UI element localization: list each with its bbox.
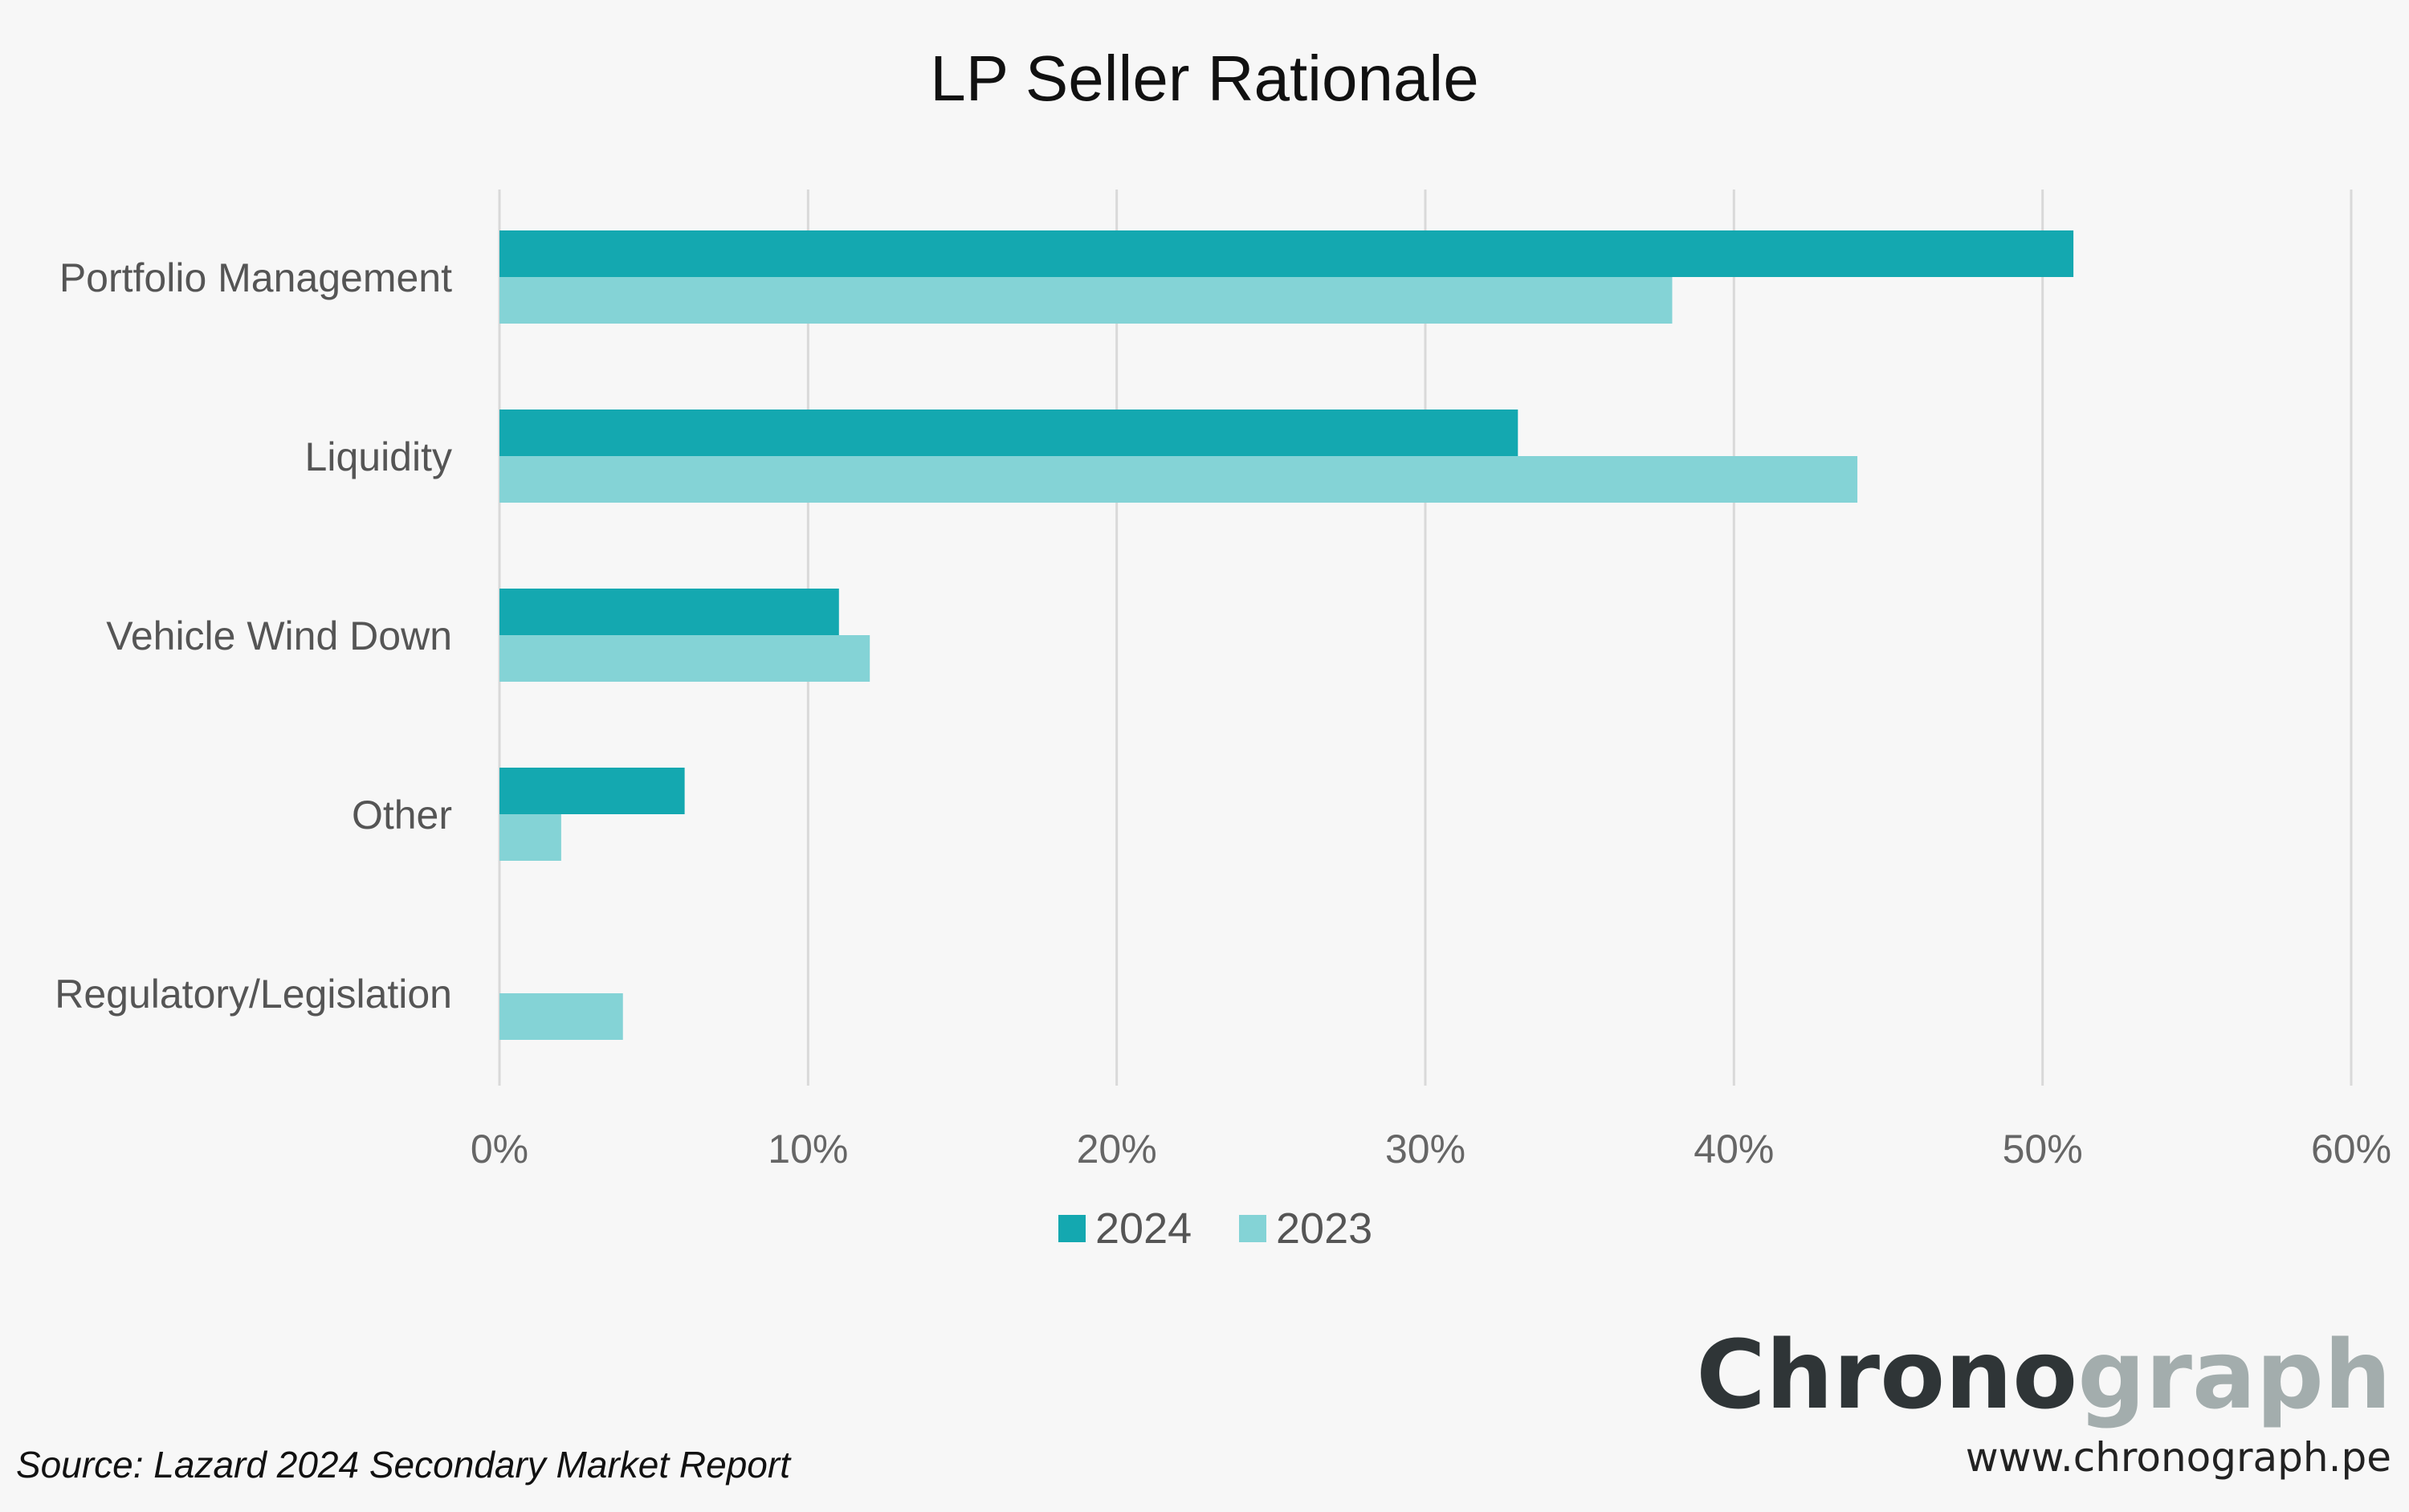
bar-2024 bbox=[499, 230, 2074, 277]
category-label: Regulatory/Legislation bbox=[55, 972, 452, 1017]
legend-label: 2023 bbox=[1276, 1204, 1372, 1253]
legend-label: 2024 bbox=[1095, 1204, 1192, 1253]
bar-2023 bbox=[499, 993, 623, 1040]
category-label: Vehicle Wind Down bbox=[106, 613, 452, 658]
chart-title: LP Seller Rationale bbox=[930, 43, 1478, 114]
legend: 2024 2023 bbox=[1058, 1204, 1372, 1253]
bar-2023 bbox=[499, 456, 1858, 503]
category-label: Portfolio Management bbox=[59, 255, 452, 300]
bar-2023 bbox=[499, 635, 870, 682]
brand-logo: Chronograph bbox=[1696, 1319, 2391, 1430]
category-label: Liquidity bbox=[305, 434, 452, 479]
bar-2024 bbox=[499, 768, 685, 814]
x-axis-ticks: 0% 10% 20% 30% 40% 50% 60% bbox=[471, 1127, 2391, 1172]
legend-swatch-2024 bbox=[1058, 1215, 1086, 1242]
category-label: Other bbox=[352, 793, 452, 838]
bar-2023 bbox=[499, 277, 1673, 324]
legend-swatch-2023 bbox=[1239, 1215, 1266, 1242]
x-tick-label: 40% bbox=[1694, 1127, 1774, 1172]
bar-2024 bbox=[499, 589, 839, 635]
brand-logo-part1: Chrono bbox=[1696, 1319, 2077, 1430]
x-tick-label: 20% bbox=[1077, 1127, 1157, 1172]
bar-2023 bbox=[499, 814, 561, 861]
x-tick-label: 30% bbox=[1385, 1127, 1465, 1172]
bar-2024 bbox=[499, 410, 1518, 456]
bars bbox=[499, 230, 2074, 1040]
x-tick-label: 50% bbox=[2003, 1127, 2083, 1172]
gridlines bbox=[498, 190, 2353, 1086]
category-labels: Portfolio Management Liquidity Vehicle Win… bbox=[55, 255, 452, 1017]
x-tick-label: 10% bbox=[768, 1127, 848, 1172]
source-note: Source: Lazard 2024 Secondary Market Rep… bbox=[16, 1444, 792, 1486]
x-tick-label: 60% bbox=[2311, 1127, 2391, 1172]
x-tick-label: 0% bbox=[471, 1127, 528, 1172]
brand-logo-part2: graph bbox=[2077, 1319, 2391, 1430]
brand-url: www.chronograph.pe bbox=[1966, 1434, 2391, 1481]
